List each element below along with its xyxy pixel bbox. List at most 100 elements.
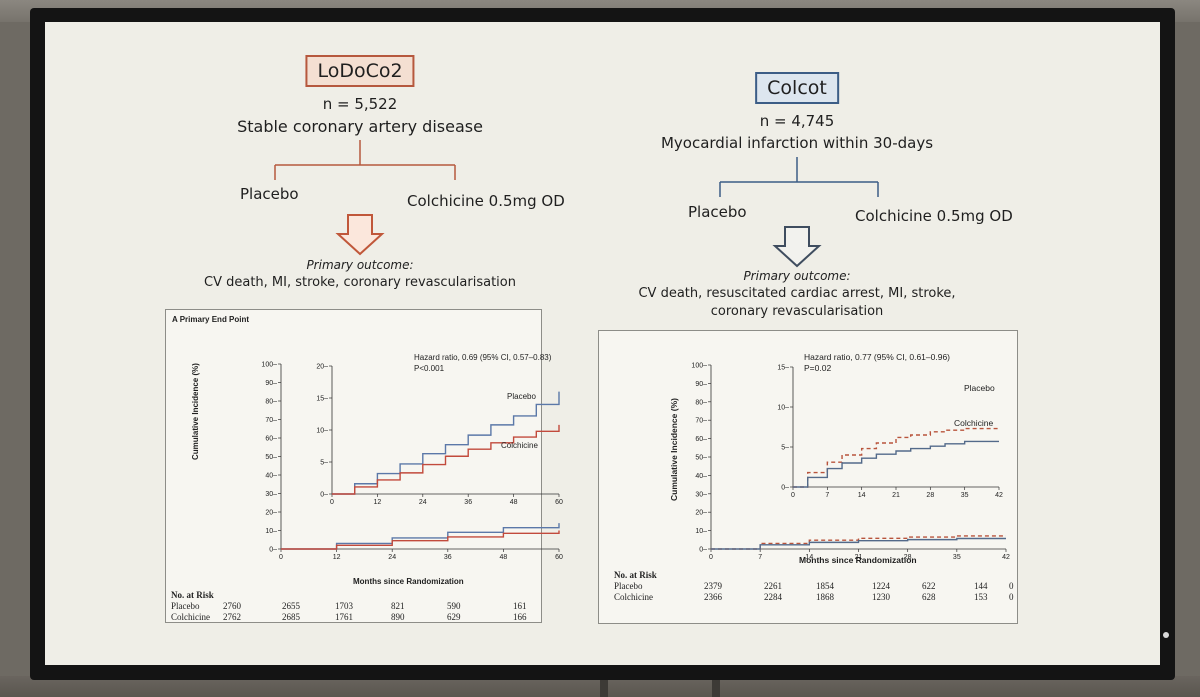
right-y-axis-label: Cumulative Incidence (%) xyxy=(669,398,679,501)
left-inset-x-tick-label: 36 xyxy=(464,499,472,506)
left-inset-y-tick-label: 20– xyxy=(316,363,328,370)
left-inset-label-colchicine: Colchicine xyxy=(501,441,538,450)
right-main-series-colchicine xyxy=(711,537,1006,550)
risk-row: Colchicine 2762 2685 1761 890 629 166 xyxy=(171,612,531,623)
risk-cell: 590 xyxy=(447,601,461,611)
left-figure-panel: A Primary End Point 0 12 24 36 48 60 0– 10– 20– 3… xyxy=(165,309,563,623)
left-main-y-tick-label: 80– xyxy=(265,398,277,405)
risk-cell: 2760 xyxy=(223,601,241,611)
left-risk-header: No. at Risk xyxy=(171,590,214,600)
right-inset-label-placebo: Placebo xyxy=(964,383,995,393)
right-main-y-tick-label: 70– xyxy=(695,418,707,425)
left-main-y-tick-label: 90– xyxy=(265,380,277,387)
risk-cell: 628 xyxy=(922,592,936,602)
left-x-axis-label: Months since Randomization xyxy=(353,577,464,586)
left-inset-x-tick-label: 24 xyxy=(419,499,427,506)
risk-cell: 1854 xyxy=(816,581,834,591)
risk-row-label: Colchicine xyxy=(614,592,653,602)
left-sample-size: n = 5,522 xyxy=(322,95,398,113)
left-p-value: P<0.001 xyxy=(414,364,445,373)
right-sample-size: n = 4,745 xyxy=(759,112,835,130)
risk-cell: 1224 xyxy=(872,581,890,591)
left-main-x-tick-label: 12 xyxy=(333,554,341,561)
right-main-x-tick-label: 0 xyxy=(709,554,713,561)
left-inset-x-tick-label: 0 xyxy=(330,499,334,506)
slide-connectors xyxy=(274,140,879,268)
left-main-y-tick-label: 50– xyxy=(265,454,277,461)
right-p-value: P=0.02 xyxy=(804,363,832,373)
risk-cell: 622 xyxy=(922,581,936,591)
left-main-x-tick-label: 0 xyxy=(279,554,283,561)
left-trial-box: LoDoCo2 xyxy=(305,55,415,87)
right-inset-x-tick-label: 21 xyxy=(892,492,900,499)
right-main-y-tick-label: 60– xyxy=(695,436,707,443)
right-main-x-tick-label: 21 xyxy=(855,554,863,561)
right-inset-series-colchicine xyxy=(793,440,999,488)
risk-cell: 890 xyxy=(391,612,405,622)
right-inset-x-tick-label: 28 xyxy=(926,492,934,499)
right-down-arrow-icon xyxy=(772,226,822,268)
left-arm-placebo: Placebo xyxy=(240,185,299,203)
left-main-y-tick-label: 20– xyxy=(265,509,277,516)
right-main-x-tick-label: 28 xyxy=(904,554,912,561)
right-x-axis-label: Months since Randomization xyxy=(799,555,917,565)
left-down-arrow-icon xyxy=(335,214,385,256)
risk-row: Placebo 2760 2655 1703 821 590 161 xyxy=(171,601,531,612)
monitor-indicator-light xyxy=(1163,632,1169,638)
left-primary-outcome: CV death, MI, stroke, coronary revascula… xyxy=(204,275,516,290)
right-main-y-tick-label: 50– xyxy=(695,454,707,461)
left-main-x-tick-label: 36 xyxy=(444,554,452,561)
right-primary-label: Primary outcome: xyxy=(743,269,851,283)
left-main-y-tick-label: 100– xyxy=(261,361,277,368)
risk-cell: 144 xyxy=(974,581,988,591)
risk-cell: 1230 xyxy=(872,592,890,602)
left-inset-y-tick-label: 0– xyxy=(320,491,328,498)
left-inset-y-tick-label: 5– xyxy=(320,459,328,466)
left-main-y-tick-label: 30– xyxy=(265,491,277,498)
left-inset-x-tick-label: 12 xyxy=(374,499,382,506)
right-main-y-tick-label: 90– xyxy=(695,381,707,388)
right-main-y-tick-label: 0– xyxy=(699,546,707,553)
right-primary-outcome-line1: CV death, resuscitated cardiac arrest, M… xyxy=(638,286,956,301)
left-population: Stable coronary artery disease xyxy=(237,117,483,136)
risk-cell: 1703 xyxy=(335,601,353,611)
risk-cell: 0 xyxy=(1009,592,1014,602)
left-inset-y-tick-label: 15– xyxy=(316,395,328,402)
left-y-axis-label: Cumulative Incidence (%) xyxy=(191,363,200,460)
right-trial-box: Colcot xyxy=(755,72,839,104)
right-primary-outcome-line2: coronary revascularisation xyxy=(710,304,884,319)
right-arm-placebo: Placebo xyxy=(688,203,747,221)
right-main-y-tick-label: 20– xyxy=(695,510,707,517)
left-inset-series-colchicine xyxy=(332,424,560,495)
risk-cell: 821 xyxy=(391,601,405,611)
left-risk-table: Placebo 2760 2655 1703 821 590 161 Colchicine 27… xyxy=(171,601,531,623)
left-inset-x-tick-label: 48 xyxy=(510,499,518,506)
right-inset-x-tick-label: 0 xyxy=(791,492,795,499)
right-risk-header: No. at Risk xyxy=(614,570,657,580)
right-km-chart: 0 7 14 21 28 35 420–10–20–30–40–50–60–70–80–90… xyxy=(691,362,1010,561)
right-main-x-tick-label: 7 xyxy=(758,554,762,561)
risk-row-label: Colchicine xyxy=(171,612,210,622)
left-primary-label: Primary outcome: xyxy=(306,258,414,272)
risk-cell: 2366 xyxy=(704,592,722,602)
right-main-y-tick-label: 10– xyxy=(695,528,707,535)
left-main-x-tick-label: 48 xyxy=(500,554,508,561)
right-inset-x-tick-label: 14 xyxy=(858,492,866,499)
left-main-series-placebo xyxy=(281,523,560,550)
right-main-x-tick-label: 35 xyxy=(953,554,961,561)
left-main-y-tick-label: 60– xyxy=(265,435,277,442)
left-panel-title: A Primary End Point xyxy=(172,315,250,324)
right-population: Myocardial infarction within 30-days xyxy=(660,134,934,152)
left-arm-colchicine: Colchicine 0.5mg OD xyxy=(407,192,565,210)
left-main-series-colchicine xyxy=(281,530,560,550)
right-main-x-tick-label: 42 xyxy=(1002,554,1010,561)
left-main-x-tick-label: 24 xyxy=(388,554,396,561)
risk-cell: 1868 xyxy=(816,592,834,602)
right-inset-x-tick-label: 7 xyxy=(825,492,829,499)
right-inset-label-colchicine: Colchicine xyxy=(954,418,994,428)
risk-cell: 0 xyxy=(1009,581,1014,591)
risk-cell: 2655 xyxy=(282,601,300,611)
left-main-x-tick-label: 60 xyxy=(555,554,563,561)
right-main-y-tick-label: 30– xyxy=(695,491,707,498)
risk-cell: 2762 xyxy=(223,612,241,622)
